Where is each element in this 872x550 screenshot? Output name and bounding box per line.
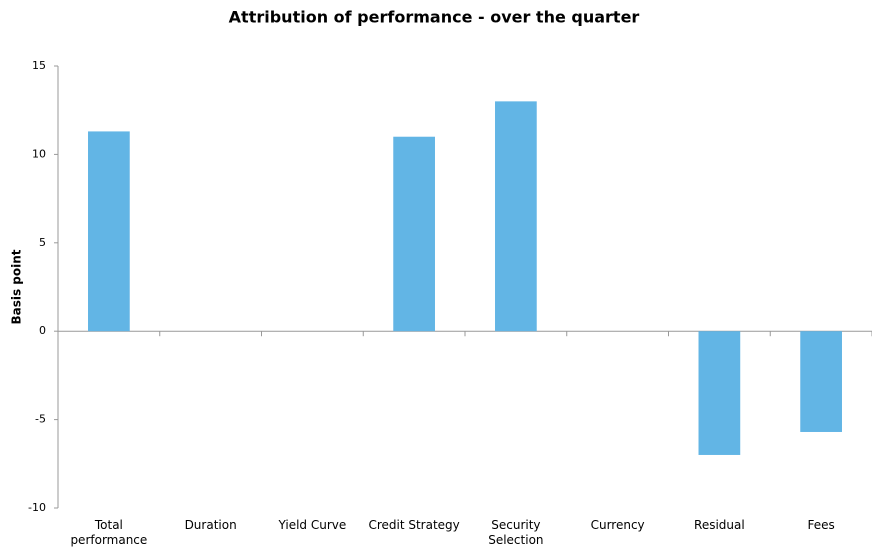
x-tick-label: Security Selection: [488, 518, 544, 547]
x-tick-label: Duration: [184, 518, 237, 532]
y-tick-label: 0: [39, 324, 46, 337]
bar: [88, 131, 130, 332]
y-tick-label: 5: [39, 236, 46, 249]
bar: [698, 331, 741, 455]
y-tick-label: -10: [28, 501, 46, 514]
x-tick-label: Currency: [590, 518, 645, 532]
x-tick-label: Residual: [694, 518, 745, 532]
y-axis-label: Basis point: [10, 249, 24, 324]
x-tick-label: Total performance: [70, 518, 148, 547]
bar: [495, 101, 537, 332]
x-tick-label: Credit Strategy: [368, 518, 460, 532]
x-tick-label: Yield Curve: [278, 518, 347, 532]
y-tick-label: -5: [35, 413, 46, 426]
chart-title: Attribution of performance - over the qu…: [229, 8, 640, 27]
y-tick-label: 15: [32, 59, 46, 72]
x-tick-label: Fees: [807, 518, 835, 532]
y-tick-label: 10: [32, 147, 46, 160]
bar: [800, 331, 842, 432]
bar: [393, 136, 435, 332]
